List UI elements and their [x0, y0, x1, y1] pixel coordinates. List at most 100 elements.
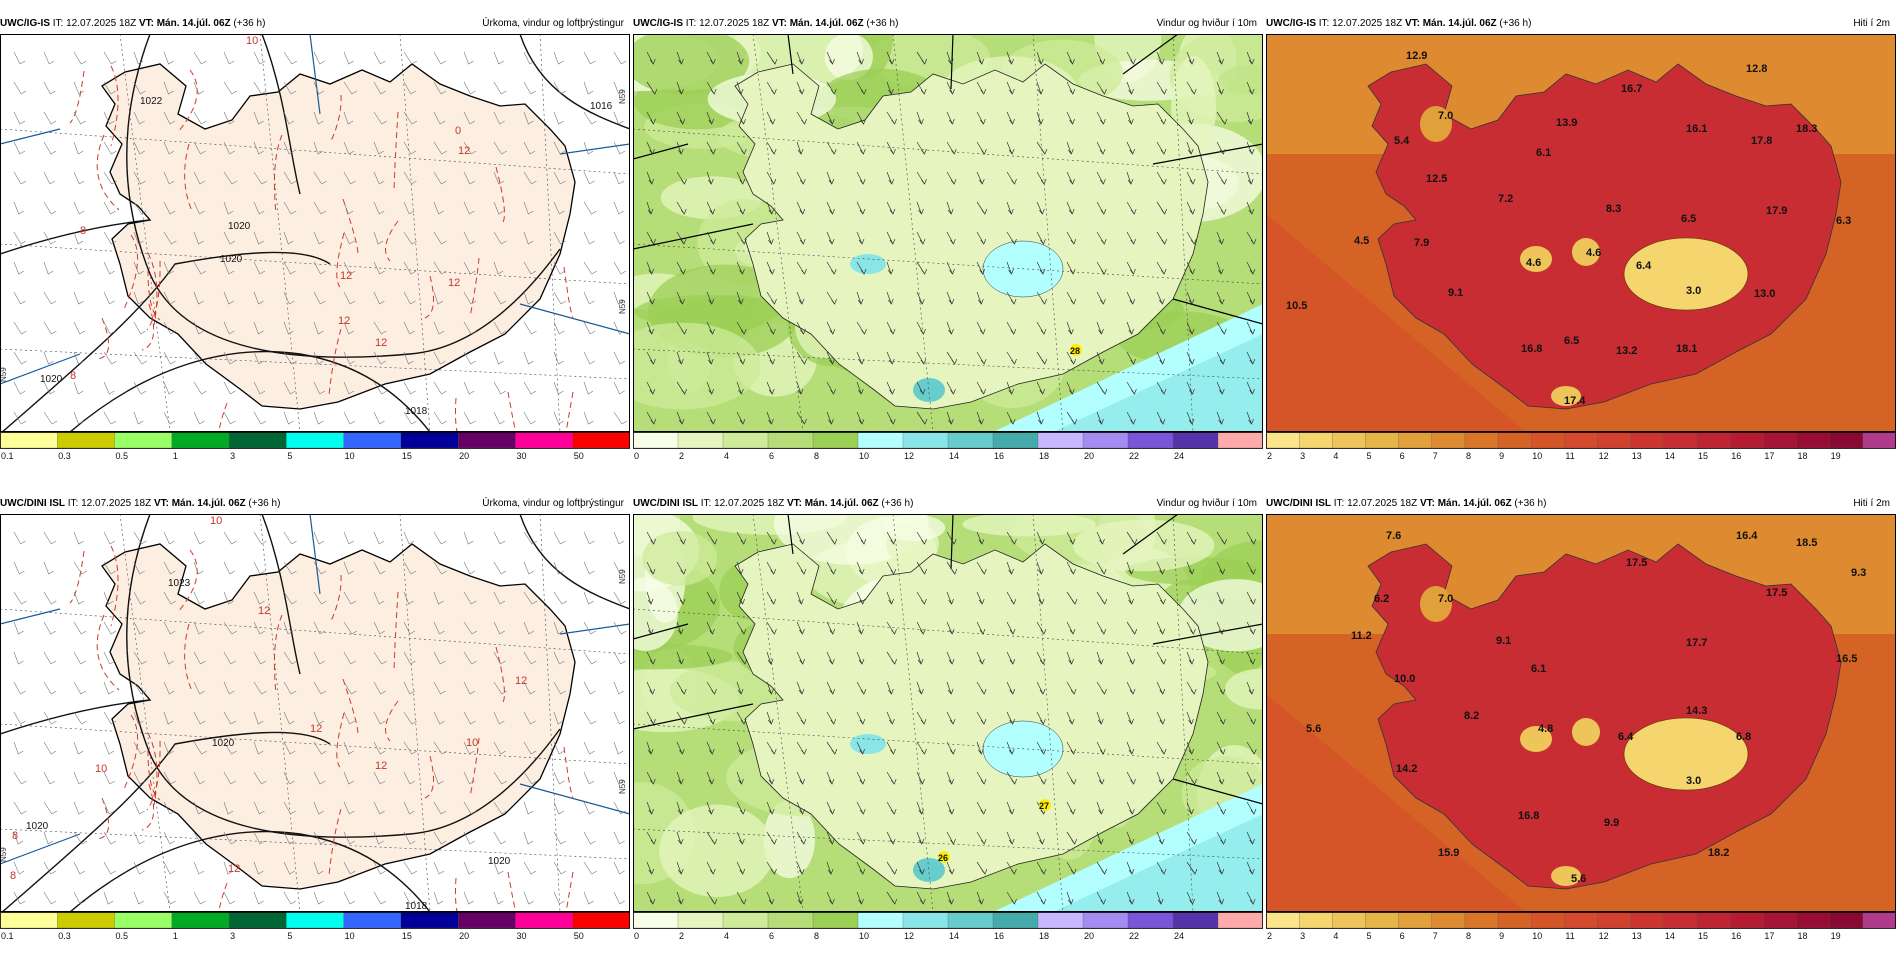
wind-barb [583, 351, 595, 365]
wind-barb [313, 651, 325, 665]
wind-arrow [1156, 591, 1166, 605]
wind-barb [253, 801, 265, 815]
wind-arrow [766, 681, 774, 695]
wind-barb [583, 51, 596, 65]
wind-barb [223, 231, 236, 245]
wind-barb [133, 711, 144, 725]
wind-arrow [676, 771, 684, 785]
wind-arrow [676, 561, 687, 575]
wind-barb [523, 891, 534, 905]
wind-arrow [1156, 51, 1165, 65]
panel-title-left: UWC/IG-IS IT: 12.07.2025 18Z VT: Mán. 14… [633, 14, 898, 34]
wind-arrow [916, 831, 925, 845]
wind-barb [163, 741, 174, 755]
wind-barb [493, 231, 507, 245]
wind-barb [253, 231, 264, 245]
precip-contour [385, 220, 399, 262]
wind-arrow [1246, 141, 1255, 155]
legend-tick-label: 4 [724, 451, 729, 461]
wind-arrow [826, 561, 837, 575]
wind-arrow [706, 381, 715, 395]
legend-swatch [1365, 432, 1400, 449]
temperature-value-label: 7.0 [1438, 593, 1453, 605]
wind-barb [103, 381, 115, 395]
valid-time: VT: Mán. 14.júl. 06Z [1404, 18, 1497, 29]
wind-barb [313, 381, 325, 395]
wind-speed-patch [962, 514, 1096, 537]
precip-value-label: 8 [70, 370, 76, 382]
wind-barb [613, 681, 625, 695]
wind-arrow [1216, 351, 1226, 365]
wind-arrow [976, 531, 985, 545]
front-line [0, 353, 81, 385]
wind-arrow [736, 261, 745, 275]
cold-highland-area [1572, 238, 1600, 266]
wind-barb [523, 741, 537, 755]
wind-barb [223, 51, 235, 65]
wind-arrow [1216, 261, 1224, 275]
wind-barb [493, 51, 504, 65]
temperature-value-label: 14.3 [1686, 705, 1707, 717]
wind-arrow [796, 351, 807, 365]
wind-barb [373, 351, 387, 365]
legend-swatch [1663, 912, 1698, 929]
wind-arrow [1246, 741, 1257, 755]
wind-arrow [1126, 411, 1136, 425]
wind-barb [613, 111, 624, 125]
legend-swatch [767, 432, 814, 449]
wind-barb [373, 381, 387, 395]
wind-barb [553, 591, 568, 605]
wind-barb [403, 351, 414, 365]
wind-barb [343, 531, 355, 545]
wind-arrow [856, 261, 867, 275]
wind-barb [523, 651, 537, 665]
wind-arrow [826, 411, 834, 425]
legend-tick-label: 4 [1333, 451, 1338, 461]
wind-arrow [1186, 771, 1197, 785]
legend-tick-label: 15 [402, 931, 412, 941]
wind-arrow [886, 561, 897, 575]
wind-arrow [856, 381, 864, 395]
precip-value-label: 10 [466, 737, 478, 749]
legend-canvas: 2 3 4 5 6 7 8 9 10 11 12 13 14 15 16 17 18 19 [1266, 432, 1896, 461]
wind-arrow [1126, 591, 1134, 605]
precip-contour [469, 257, 480, 318]
wind-arrow [826, 81, 837, 95]
wind-arrow [1126, 771, 1136, 785]
wind-barb [283, 81, 297, 95]
legend-swatch [515, 432, 574, 449]
wind-arrow [1156, 231, 1168, 245]
wind-barb [253, 711, 264, 725]
wind-arrow [1036, 561, 1044, 575]
wind-barb [223, 141, 235, 155]
wind-barb [523, 591, 538, 605]
wind-barb [253, 201, 265, 215]
wind-barb [73, 621, 87, 635]
wind-barb [523, 771, 537, 785]
coastline [101, 543, 576, 890]
wind-barb [553, 231, 566, 245]
wind-barb [73, 801, 85, 815]
init-time: IT: 12.07.2025 18Z [1316, 18, 1405, 29]
wind-barb [553, 411, 564, 425]
wind-barb [313, 111, 324, 125]
wind-barb [313, 81, 324, 95]
wind-arrow [916, 621, 926, 635]
wind-barb [13, 141, 26, 155]
wind-barb [163, 861, 176, 875]
wind-barb [223, 531, 237, 545]
legend-swatch [1730, 432, 1765, 449]
legend-swatch [1862, 432, 1896, 449]
isobar-label: 1022 [140, 96, 163, 107]
wind-barb [13, 561, 25, 575]
wind-barb [283, 201, 297, 215]
temperature-value-label: 9.1 [1496, 635, 1511, 647]
wind-arrow [1216, 111, 1228, 125]
wind-arrow [1216, 231, 1225, 245]
precip-contour [97, 317, 109, 360]
wind-arrow [886, 831, 896, 845]
wind-arrow [826, 621, 836, 635]
wind-arrow [706, 111, 715, 125]
legend-tick-label: 2 [1267, 451, 1272, 461]
temperature-value-label: 12.5 [1426, 173, 1447, 185]
